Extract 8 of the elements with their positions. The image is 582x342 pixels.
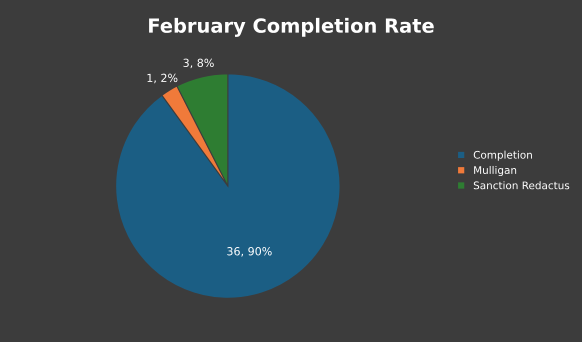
legend-label: Mulligan (474, 166, 516, 176)
legend-label: Completion (474, 150, 532, 161)
data-label: 1, 2% (148, 74, 178, 84)
chart-title: February Completion Rate (149, 18, 434, 37)
data-label: 3, 8% (183, 58, 214, 68)
data-label: 36, 90% (227, 247, 272, 257)
pie-slice (115, 73, 341, 299)
legend-label: Sanction Redactus (474, 181, 570, 190)
